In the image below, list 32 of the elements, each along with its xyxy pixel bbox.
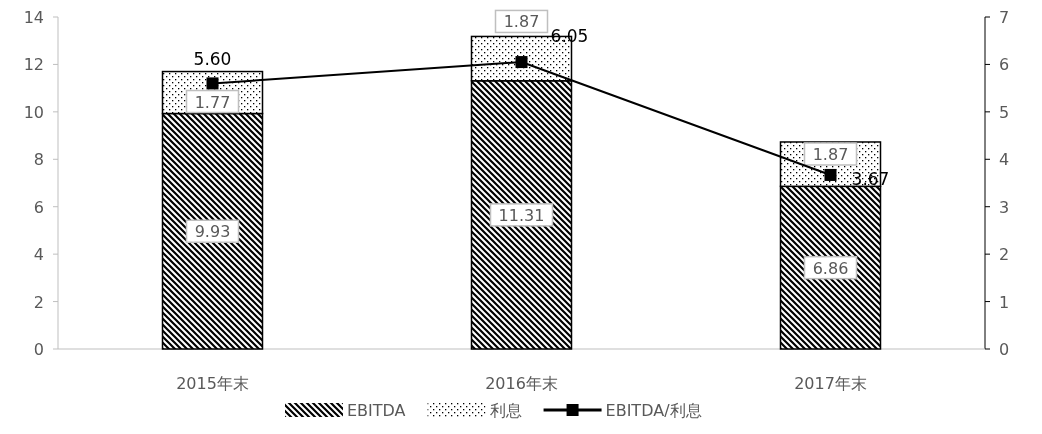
point bbox=[824, 168, 837, 181]
y-tick-label: 12 bbox=[23, 55, 44, 75]
y-tick-label: 8 bbox=[33, 150, 44, 170]
y-tick-label: 2 bbox=[33, 292, 44, 312]
y-tick-label: 4 bbox=[33, 245, 44, 265]
legend-label: 利息 bbox=[489, 401, 522, 420]
x-tick-label: 2017年末 bbox=[794, 374, 867, 393]
y-tick-label: 6 bbox=[33, 197, 44, 217]
y2-tick-label: 3 bbox=[999, 197, 1010, 217]
legend-label: EBITDA bbox=[347, 401, 406, 420]
data-label: 11.31 bbox=[498, 205, 545, 225]
data-label: 5.60 bbox=[193, 49, 232, 70]
y2-tick-label: 7 bbox=[999, 8, 1010, 27]
y2-tick-label: 1 bbox=[999, 292, 1010, 312]
point bbox=[206, 77, 219, 90]
data-label: 1.87 bbox=[503, 12, 540, 32]
y2-tick-label: 2 bbox=[999, 245, 1010, 265]
x-tick-label: 2016年末 bbox=[485, 374, 558, 393]
y-tick-label: 10 bbox=[23, 102, 44, 122]
y-tick-label: 0 bbox=[33, 340, 44, 359]
data-label: 6.86 bbox=[812, 258, 849, 278]
point bbox=[515, 56, 528, 69]
data-label: 9.93 bbox=[194, 222, 231, 242]
data-label: 1.77 bbox=[194, 92, 231, 112]
x-tick-label: 2015年末 bbox=[176, 374, 249, 393]
y2-tick-label: 6 bbox=[999, 55, 1010, 75]
y-tick-label: 14 bbox=[23, 8, 44, 27]
y2-tick-label: 0 bbox=[999, 340, 1010, 359]
y2-tick-label: 4 bbox=[999, 150, 1010, 170]
legend-label: EBITDA/利息 bbox=[605, 401, 702, 420]
data-label: 1.87 bbox=[812, 144, 849, 164]
y2-tick-label: 5 bbox=[999, 102, 1010, 122]
